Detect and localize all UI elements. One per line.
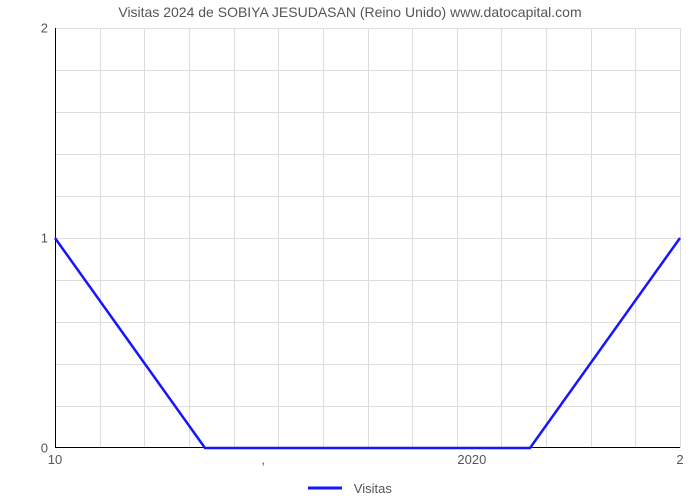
chart-container: Visitas 2024 de SOBIYA JESUDASAN (Reino … xyxy=(0,0,700,500)
legend-swatch xyxy=(308,481,342,496)
x-tick-label: 2 xyxy=(676,452,683,467)
x-tick-label: , xyxy=(261,452,265,467)
chart-title: Visitas 2024 de SOBIYA JESUDASAN (Reino … xyxy=(0,4,700,20)
y-tick-label: 2 xyxy=(30,21,48,36)
plot-area xyxy=(55,28,680,448)
x-tick-label: 10 xyxy=(48,452,62,467)
y-tick-label: 1 xyxy=(30,231,48,246)
legend-label: Visitas xyxy=(354,481,392,496)
line-series xyxy=(55,28,680,448)
y-tick-label: 0 xyxy=(30,441,48,456)
legend: Visitas xyxy=(0,480,700,496)
x-tick-label: 2020 xyxy=(457,452,486,467)
